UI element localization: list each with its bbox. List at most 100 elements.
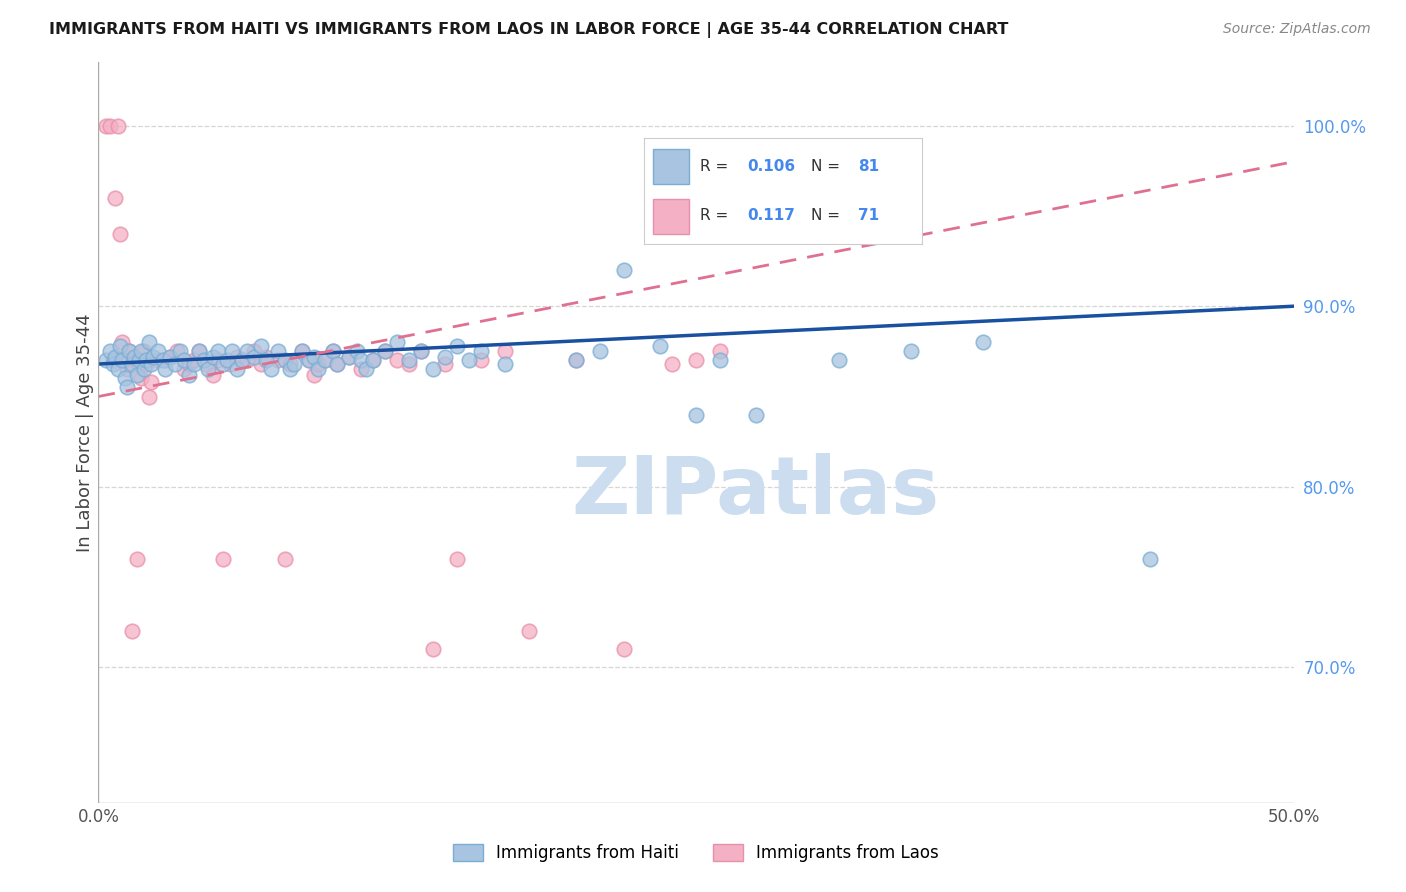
Bar xyxy=(652,199,689,234)
Point xyxy=(98,119,122,133)
Point xyxy=(187,344,209,359)
Point xyxy=(254,353,277,368)
Legend: Immigrants from Haiti, Immigrants from Laos: Immigrants from Haiti, Immigrants from L… xyxy=(447,837,945,869)
Point xyxy=(589,344,612,359)
Point xyxy=(125,368,148,382)
Point xyxy=(446,552,468,566)
Point xyxy=(326,357,349,371)
Point xyxy=(139,357,162,371)
Point xyxy=(219,357,242,371)
Point xyxy=(202,350,225,364)
Point xyxy=(354,362,377,376)
Point xyxy=(114,371,136,385)
Point xyxy=(173,362,195,376)
Point xyxy=(94,353,117,368)
Point xyxy=(517,624,540,639)
Point xyxy=(250,339,273,353)
Point xyxy=(243,350,266,364)
Point xyxy=(709,353,731,368)
Point xyxy=(135,353,157,368)
Point xyxy=(250,357,273,371)
Point xyxy=(114,353,136,368)
Point xyxy=(118,344,141,359)
Point xyxy=(363,353,385,368)
Point xyxy=(565,353,588,368)
Point xyxy=(197,362,219,376)
Point xyxy=(148,344,170,359)
Point xyxy=(107,362,129,376)
Point xyxy=(138,335,160,350)
Point xyxy=(211,357,233,371)
Point xyxy=(159,350,181,364)
Text: 71: 71 xyxy=(858,208,879,223)
Point xyxy=(132,362,155,376)
Point xyxy=(326,357,349,371)
Point xyxy=(235,344,257,359)
Text: Source: ZipAtlas.com: Source: ZipAtlas.com xyxy=(1223,22,1371,37)
Point xyxy=(648,339,672,353)
Point xyxy=(221,344,243,359)
Point xyxy=(298,353,321,368)
Point xyxy=(274,552,297,566)
Point xyxy=(339,350,361,364)
Point xyxy=(207,344,229,359)
Text: 0.117: 0.117 xyxy=(747,208,794,223)
Point xyxy=(125,552,148,566)
Point xyxy=(115,380,138,394)
Point xyxy=(661,357,683,371)
Point xyxy=(374,344,396,359)
Point xyxy=(132,344,155,359)
Point xyxy=(259,362,281,376)
Point xyxy=(685,353,707,368)
Point xyxy=(135,357,157,371)
Point xyxy=(302,368,325,382)
Point xyxy=(350,353,373,368)
Point xyxy=(94,119,117,133)
Point xyxy=(494,357,516,371)
Point xyxy=(202,368,225,382)
Point xyxy=(1139,552,1161,566)
Point xyxy=(267,353,290,368)
Point xyxy=(211,552,233,566)
Point xyxy=(422,362,444,376)
Point xyxy=(350,362,373,376)
Point xyxy=(291,344,314,359)
Point xyxy=(298,353,321,368)
Point xyxy=(385,335,409,350)
Point xyxy=(152,353,174,368)
Point xyxy=(231,353,253,368)
Point xyxy=(111,353,134,368)
Point xyxy=(131,371,153,385)
Point xyxy=(322,344,344,359)
Text: 0.106: 0.106 xyxy=(747,159,796,174)
Point xyxy=(155,362,177,376)
Point xyxy=(104,191,127,205)
Point xyxy=(121,624,143,639)
Point xyxy=(278,362,301,376)
Bar xyxy=(652,149,689,184)
Point xyxy=(142,350,165,364)
Point xyxy=(398,357,420,371)
Point xyxy=(179,368,201,382)
Point xyxy=(254,350,277,364)
Text: ZIPatlas: ZIPatlas xyxy=(572,453,939,531)
Point xyxy=(613,263,636,277)
Point xyxy=(138,390,160,404)
Point xyxy=(128,357,150,371)
Point xyxy=(422,642,444,657)
Point xyxy=(494,344,516,359)
Point xyxy=(291,344,314,359)
Point xyxy=(108,339,131,353)
Point xyxy=(900,344,922,359)
Point xyxy=(163,357,186,371)
Text: N =: N = xyxy=(811,208,845,223)
Point xyxy=(173,353,195,368)
Point xyxy=(231,353,253,368)
Point xyxy=(217,353,239,368)
Point xyxy=(166,344,188,359)
Point xyxy=(302,350,325,364)
Point xyxy=(159,350,181,364)
Point xyxy=(363,353,385,368)
Point xyxy=(243,344,266,359)
Point xyxy=(398,353,420,368)
